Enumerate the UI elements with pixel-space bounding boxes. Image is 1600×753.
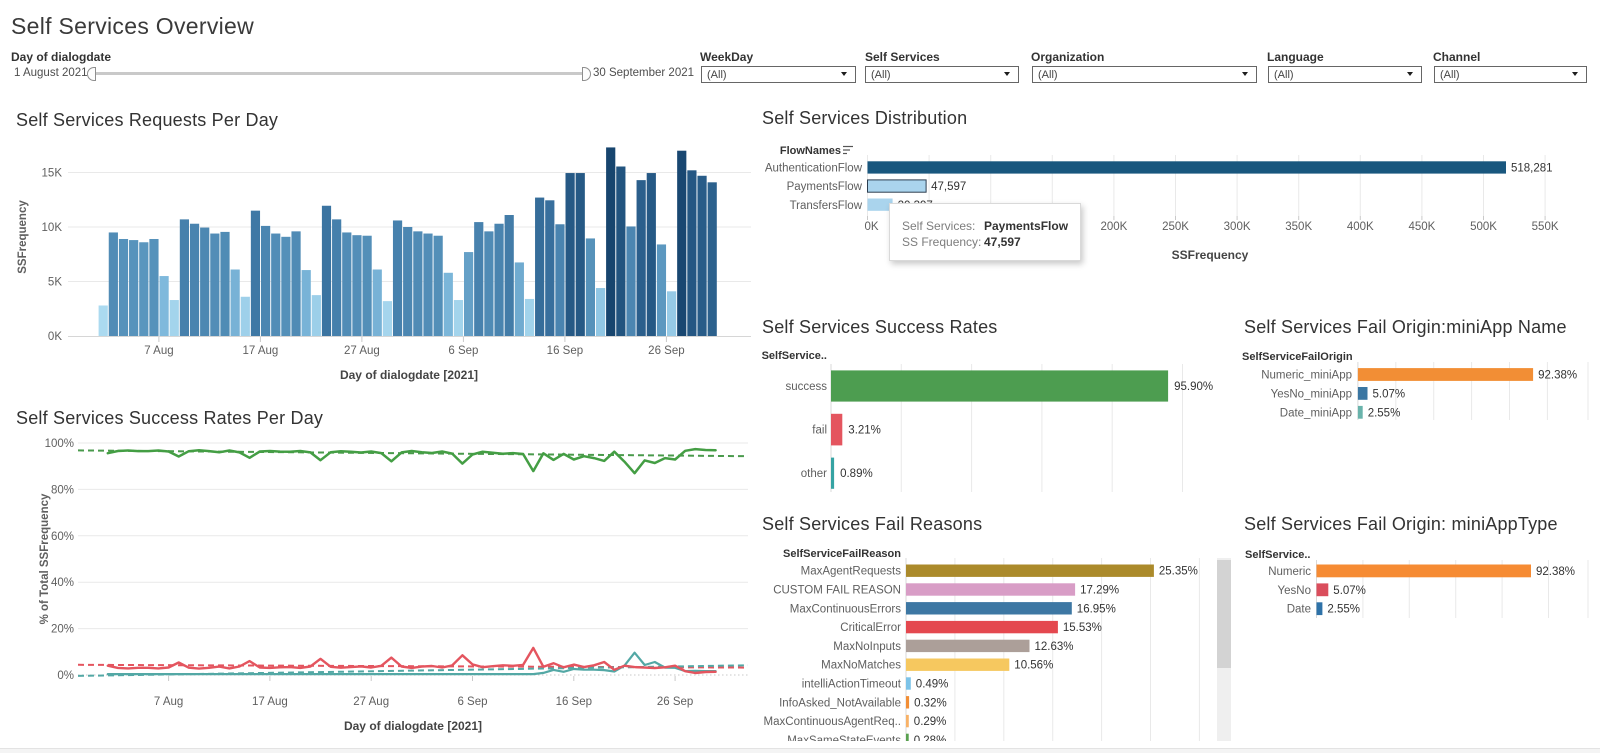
svg-text:YesNo: YesNo	[1278, 585, 1311, 597]
svg-text:FlowNames: FlowNames	[780, 145, 841, 157]
svg-text:Date_miniApp: Date_miniApp	[1280, 407, 1352, 419]
svg-text:500K: 500K	[1470, 221, 1497, 233]
svg-text:92.38%: 92.38%	[1538, 370, 1577, 382]
svg-text:SSFrequency: SSFrequency	[17, 200, 29, 274]
svg-text:MaxSameStateEvents: MaxSameStateEvents	[787, 735, 901, 741]
svg-text:SelfServiceFailReason: SelfServiceFailReason	[783, 548, 901, 560]
svg-text:PaymentsFlow: PaymentsFlow	[787, 181, 863, 193]
svg-text:10K: 10K	[42, 222, 63, 234]
svg-text:80%: 80%	[51, 484, 74, 496]
svg-text:92.38%: 92.38%	[1536, 566, 1575, 578]
svg-text:5.07%: 5.07%	[1333, 585, 1366, 597]
svg-text:550K: 550K	[1532, 221, 1559, 233]
svg-text:intelliActionTimeout: intelliActionTimeout	[802, 679, 902, 691]
svg-text:SSFrequency: SSFrequency	[1172, 248, 1249, 262]
svg-text:MaxNoMatches: MaxNoMatches	[821, 660, 901, 672]
svg-text:40%: 40%	[51, 577, 74, 589]
svg-text:27 Aug: 27 Aug	[344, 345, 380, 357]
svg-text:AuthenticationFlow: AuthenticationFlow	[765, 163, 863, 175]
svg-text:27 Aug: 27 Aug	[353, 696, 389, 708]
svg-text:16 Sep: 16 Sep	[556, 696, 592, 708]
svg-text:Numeric_miniApp: Numeric_miniApp	[1261, 370, 1352, 382]
svg-text:0.49%: 0.49%	[916, 679, 949, 691]
svg-text:15.53%: 15.53%	[1063, 622, 1102, 634]
svg-text:InfoAsked_NotAvailable: InfoAsked_NotAvailable	[779, 697, 901, 709]
svg-text:250K: 250K	[1162, 221, 1189, 233]
svg-text:5.07%: 5.07%	[1373, 388, 1406, 400]
svg-text:17 Aug: 17 Aug	[242, 345, 278, 357]
svg-text:% of Total SSFrequency: % of Total SSFrequency	[39, 493, 51, 624]
svg-text:success: success	[785, 381, 827, 393]
svg-text:Numeric: Numeric	[1268, 566, 1311, 578]
svg-text:10.56%: 10.56%	[1014, 660, 1053, 672]
svg-text:fail: fail	[812, 425, 827, 437]
svg-text:2.55%: 2.55%	[1368, 407, 1401, 419]
svg-text:3.21%: 3.21%	[848, 425, 881, 437]
svg-text:other: other	[801, 468, 827, 480]
svg-text:20%: 20%	[51, 624, 74, 636]
svg-text:0%: 0%	[57, 670, 74, 682]
svg-text:25.35%: 25.35%	[1159, 566, 1198, 578]
svg-text:26 Sep: 26 Sep	[648, 345, 684, 357]
svg-text:MaxAgentRequests: MaxAgentRequests	[801, 566, 902, 578]
svg-text:15K: 15K	[42, 168, 63, 180]
svg-text:47,597: 47,597	[931, 181, 966, 193]
svg-text:0.32%: 0.32%	[914, 697, 947, 709]
svg-text:16.95%: 16.95%	[1077, 603, 1116, 615]
svg-text:2.55%: 2.55%	[1327, 604, 1360, 616]
svg-text:200K: 200K	[1100, 221, 1127, 233]
svg-text:0.29%: 0.29%	[914, 716, 947, 728]
svg-text:17 Aug: 17 Aug	[252, 696, 288, 708]
svg-text:Day of dialogdate [2021]: Day of dialogdate [2021]	[340, 368, 478, 382]
svg-text:0.28%: 0.28%	[914, 735, 947, 741]
svg-text:Date: Date	[1287, 604, 1311, 616]
svg-text:TransfersFlow: TransfersFlow	[790, 200, 863, 212]
svg-text:MaxContinuousErrors: MaxContinuousErrors	[790, 603, 901, 615]
svg-text:0K: 0K	[48, 331, 62, 343]
svg-text:26 Sep: 26 Sep	[657, 696, 693, 708]
svg-text:SelfService..: SelfService..	[762, 350, 827, 362]
svg-text:518,281: 518,281	[1511, 163, 1553, 175]
svg-text:CriticalError: CriticalError	[840, 622, 901, 634]
svg-text:SelfService..: SelfService..	[1245, 549, 1310, 561]
svg-text:300K: 300K	[1224, 221, 1251, 233]
svg-text:17.29%: 17.29%	[1080, 585, 1119, 597]
svg-text:5K: 5K	[48, 277, 62, 289]
svg-text:450K: 450K	[1408, 221, 1435, 233]
svg-text:0K: 0K	[864, 221, 878, 233]
svg-text:16 Sep: 16 Sep	[547, 345, 583, 357]
svg-text:7 Aug: 7 Aug	[154, 696, 183, 708]
svg-text:MaxNoInputs: MaxNoInputs	[833, 641, 901, 653]
svg-text:100%: 100%	[45, 438, 74, 450]
svg-text:95.90%: 95.90%	[1174, 381, 1213, 393]
svg-text:12.63%: 12.63%	[1035, 641, 1074, 653]
svg-text:7 Aug: 7 Aug	[144, 345, 173, 357]
svg-text:0.89%: 0.89%	[840, 468, 873, 480]
svg-text:60%: 60%	[51, 531, 74, 543]
svg-text:6 Sep: 6 Sep	[457, 696, 487, 708]
svg-text:SelfServiceFailOrigin: SelfServiceFailOrigin	[1242, 351, 1353, 363]
svg-text:6 Sep: 6 Sep	[448, 345, 478, 357]
svg-text:400K: 400K	[1347, 221, 1374, 233]
svg-text:YesNo_miniApp: YesNo_miniApp	[1271, 388, 1352, 400]
svg-text:Day of dialogdate [2021]: Day of dialogdate [2021]	[344, 719, 482, 733]
svg-text:CUSTOM FAIL REASON: CUSTOM FAIL REASON	[773, 585, 901, 597]
svg-text:350K: 350K	[1285, 221, 1312, 233]
svg-text:MaxContinuousAgentReq..: MaxContinuousAgentReq..	[764, 716, 901, 728]
